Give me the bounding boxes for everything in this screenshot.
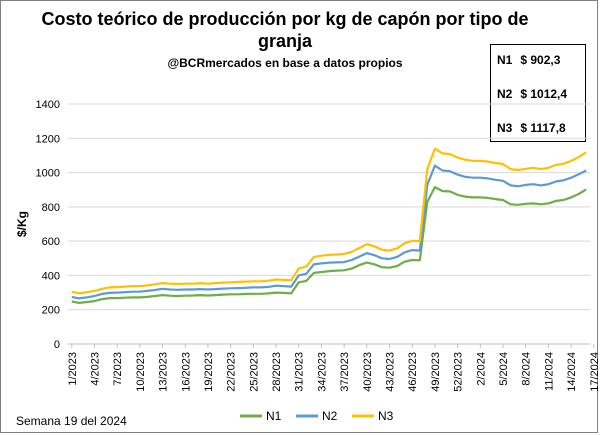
series-line-n3 <box>71 147 587 295</box>
value-box-value: $ 1012,4 <box>520 87 568 101</box>
value-box-label: N2 <box>497 87 513 101</box>
value-box-label: N3 <box>497 121 513 135</box>
legend-label: N2 <box>322 409 338 423</box>
x-tick-label: 13/2023 <box>158 352 170 392</box>
series-line-n2 <box>71 164 587 300</box>
x-tick-label: 2/2024 <box>475 352 487 386</box>
x-tick-label: 28/2023 <box>271 352 283 392</box>
y-tick-label: 200 <box>42 305 60 317</box>
x-tick-label: 49/2023 <box>430 352 442 392</box>
y-tick-label: 800 <box>42 202 60 214</box>
x-tick-label: 22/2023 <box>226 352 238 392</box>
x-tick-label: 17/2024 <box>589 352 600 392</box>
value-box-value: $ 902,3 <box>520 53 561 67</box>
x-tick-label: 31/2023 <box>294 352 306 392</box>
x-tick-label: 7/2023 <box>112 352 124 386</box>
chart-subtitle: @BCRmercados en base a datos propios <box>167 56 403 70</box>
x-tick-label: 40/2023 <box>362 352 374 392</box>
x-tick-label: 10/2023 <box>135 352 147 392</box>
value-box-label: N1 <box>497 53 513 67</box>
x-tick-label: 11/2024 <box>543 352 555 391</box>
value-box-row-n1: N1 $ 902,3 <box>497 53 560 67</box>
x-tick-label: 43/2023 <box>385 352 397 392</box>
value-box: N1 $ 902,3 N2 $ 1012,4 N3 $ 1117,8 <box>490 44 586 142</box>
series-line-n1 <box>71 186 587 304</box>
x-tick-label: 1/2023 <box>67 352 79 386</box>
y-tick-label: 1200 <box>36 133 60 145</box>
footer-note: Semana 19 del 2024 <box>16 414 127 428</box>
x-tick-label: 8/2024 <box>521 352 533 386</box>
chart-title: Costo teórico de producción por kg de ca… <box>41 9 529 51</box>
x-tick-label: 25/2023 <box>248 352 260 392</box>
x-tick-label: 14/2024 <box>566 352 578 392</box>
legend-label: N1 <box>266 409 282 423</box>
value-box-row-n3: N3 $ 1117,8 <box>497 121 566 135</box>
y-tick-label: 0 <box>54 339 60 351</box>
y-tick-label: 1400 <box>36 99 60 111</box>
x-tick-label: 19/2023 <box>203 352 215 392</box>
y-tick-label: 1000 <box>36 168 60 180</box>
legend-label: N3 <box>378 409 394 423</box>
y-tick-label: 400 <box>42 270 60 282</box>
x-tick-label: 37/2023 <box>339 352 351 392</box>
x-tick-label: 16/2023 <box>180 352 192 392</box>
x-tick-label: 5/2024 <box>498 352 510 386</box>
value-box-value: $ 1117,8 <box>520 121 566 135</box>
y-axis-label: $/Kg <box>15 211 29 237</box>
x-tick-label: 46/2023 <box>407 352 419 392</box>
value-box-row-n2: N2 $ 1012,4 <box>497 87 567 101</box>
y-tick-label: 600 <box>42 236 60 248</box>
x-tick-label: 34/2023 <box>316 352 328 392</box>
x-tick-label: 52/2023 <box>453 352 465 392</box>
x-tick-label: 4/2023 <box>89 352 101 386</box>
